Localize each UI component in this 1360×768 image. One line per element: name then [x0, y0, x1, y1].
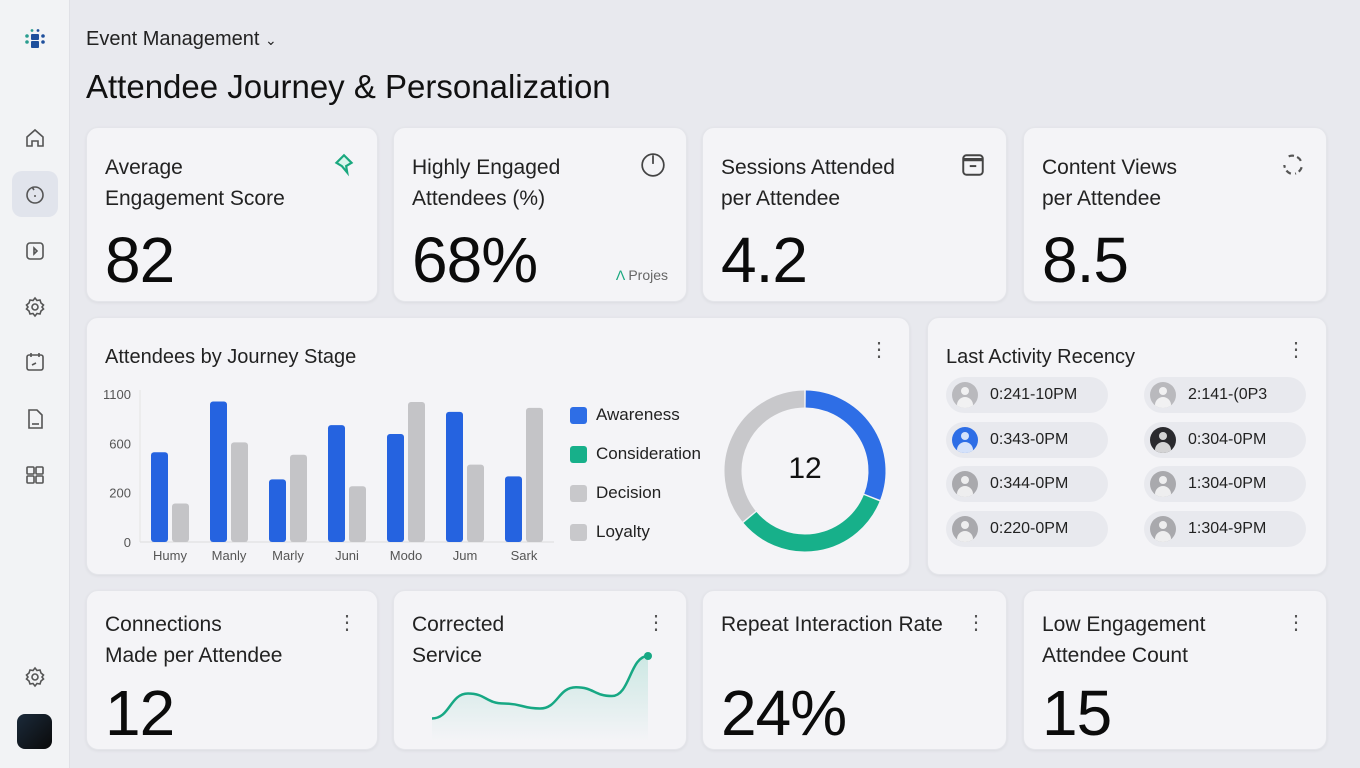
- card-title: Low Engagement Attendee Count: [1042, 613, 1206, 667]
- kpi-card-engagement-score: Average Engagement Score 82: [86, 127, 378, 302]
- legend-swatch: [570, 445, 587, 463]
- sidebar: [0, 0, 70, 768]
- sparkline-line: [431, 654, 649, 720]
- diamond-icon: [334, 153, 354, 177]
- card-title: Corrected Service: [412, 613, 505, 667]
- kpi-value: 82: [105, 224, 175, 296]
- recency-time: 0:344-0PM: [990, 475, 1069, 492]
- kpi-value: 68%: [412, 224, 538, 296]
- sparkline-endpoint: [644, 652, 652, 660]
- avatar[interactable]: [17, 714, 52, 749]
- trend-note: Λ Projes: [616, 267, 668, 283]
- card-title: Sessions Attended per Attendee: [721, 156, 895, 210]
- corrected-service-card: Corrected Service ⋮: [393, 590, 687, 750]
- recency-item[interactable]: 1:304-9PM: [1144, 510, 1306, 547]
- legend-label: Awareness: [596, 405, 680, 424]
- workspace-dropdown[interactable]: Event Management ⌄: [86, 28, 277, 51]
- user-avatar-icon: [952, 426, 978, 453]
- legend-label: Loyalty: [596, 522, 650, 541]
- repeat-interaction-card: Repeat Interaction Rate ⋮ 24%: [702, 590, 1007, 750]
- recency-time: 0:220-0PM: [990, 519, 1069, 537]
- card-title: Repeat Interaction Rate: [721, 613, 943, 636]
- legend-label: Decision: [596, 483, 662, 502]
- recency-item[interactable]: 2:141-(0P3: [1144, 377, 1306, 413]
- user-avatar-icon: [1150, 515, 1176, 542]
- legend-item[interactable]: Consideration: [570, 444, 701, 464]
- legend-item[interactable]: Loyalty: [570, 522, 650, 542]
- more-menu-icon[interactable]: ⋮: [646, 612, 666, 634]
- recency-item[interactable]: 1:304-0PM: [1144, 466, 1306, 502]
- play-icon[interactable]: [12, 228, 58, 274]
- kpi-card-highly-engaged: Highly Engaged Attendees (%) 68% Λ Proje…: [393, 127, 687, 302]
- kpi-value: 8.5: [1042, 224, 1129, 296]
- chevron-down-icon: ⌄: [265, 32, 277, 48]
- card-title: Average Engagement Score: [105, 156, 285, 210]
- user-avatar-icon: [1150, 471, 1176, 497]
- logo-icon[interactable]: [12, 16, 58, 62]
- card-title: Last Activity Recency: [946, 346, 1135, 368]
- more-menu-icon[interactable]: ⋮: [1286, 612, 1306, 634]
- kpi-value: 15: [1042, 677, 1112, 749]
- card-title: Connections Made per Attendee: [105, 613, 283, 667]
- more-menu-icon[interactable]: ⋮: [966, 612, 986, 634]
- calendar-icon[interactable]: [12, 339, 58, 385]
- legend-swatch: [570, 523, 587, 541]
- kpi-value: 12: [105, 677, 175, 749]
- breadcrumb: Event Management: [86, 28, 260, 50]
- recency-item[interactable]: 0:343-0PM: [946, 421, 1108, 458]
- recency-time: 1:304-0PM: [1188, 475, 1267, 492]
- kpi-card-sessions: Sessions Attended per Attendee 4.2: [702, 127, 1007, 302]
- chart-title: Attendees by Journey Stage: [105, 346, 357, 368]
- user-avatar-icon: [952, 515, 978, 542]
- legend-swatch: [570, 484, 587, 502]
- trend-label: Projes: [628, 267, 668, 283]
- recency-time: 0:304-0PM: [1188, 430, 1267, 448]
- recency-time: 0:241-10PM: [990, 386, 1078, 403]
- user-avatar-icon: [952, 471, 978, 497]
- card-title: Highly Engaged Attendees (%): [412, 156, 561, 210]
- refresh-icon: [1283, 154, 1303, 175]
- connections-card: Connections Made per Attendee ⋮ 12: [86, 590, 378, 750]
- recency-item[interactable]: 0:220-0PM: [946, 510, 1108, 547]
- home-icon[interactable]: [12, 115, 58, 161]
- recency-time: 1:304-9PM: [1188, 519, 1267, 537]
- low-engagement-card: Low Engagement Attendee Count ⋮ 15: [1023, 590, 1327, 750]
- kpi-value: 4.2: [721, 224, 808, 296]
- grid-icon[interactable]: [12, 452, 58, 498]
- recency-item[interactable]: 0:304-0PM: [1144, 421, 1306, 458]
- document-icon[interactable]: [12, 396, 58, 442]
- user-avatar-icon: [952, 382, 978, 408]
- trend-up-icon: Λ: [615, 267, 625, 283]
- recency-item[interactable]: 0:241-10PM: [946, 377, 1108, 413]
- legend-item[interactable]: Decision: [570, 483, 661, 503]
- more-menu-icon[interactable]: ⋮: [337, 612, 357, 634]
- donut-center-value: 12: [788, 452, 822, 485]
- engagement-icon[interactable]: [12, 171, 58, 217]
- user-avatar-icon: [1150, 426, 1176, 453]
- sparkline: [431, 652, 652, 741]
- sparkline-area: [432, 656, 648, 741]
- page-title: Attendee Journey & Personalization: [86, 68, 611, 105]
- recency-time: 2:141-(0P3: [1188, 386, 1268, 403]
- power-icon: [641, 153, 665, 177]
- card-title: Content Views per Attendee: [1042, 156, 1178, 210]
- more-menu-icon[interactable]: ⋮: [869, 339, 889, 361]
- user-avatar-icon: [1150, 382, 1176, 408]
- settings-icon[interactable]: [12, 654, 58, 700]
- settings-icon[interactable]: [12, 284, 58, 330]
- window-icon: [962, 154, 984, 176]
- journey-stage-card: Attendees by Journey Stage ⋮: [86, 317, 910, 575]
- more-menu-icon[interactable]: ⋮: [1286, 339, 1306, 361]
- legend-item[interactable]: Awareness: [570, 405, 680, 425]
- legend-swatch: [570, 406, 587, 424]
- recency-item[interactable]: 0:344-0PM: [946, 466, 1108, 502]
- kpi-card-content-views: Content Views per Attendee 8.5: [1023, 127, 1327, 302]
- recency-time: 0:343-0PM: [990, 430, 1069, 448]
- legend-label: Consideration: [596, 444, 701, 463]
- kpi-value: 24%: [721, 677, 847, 749]
